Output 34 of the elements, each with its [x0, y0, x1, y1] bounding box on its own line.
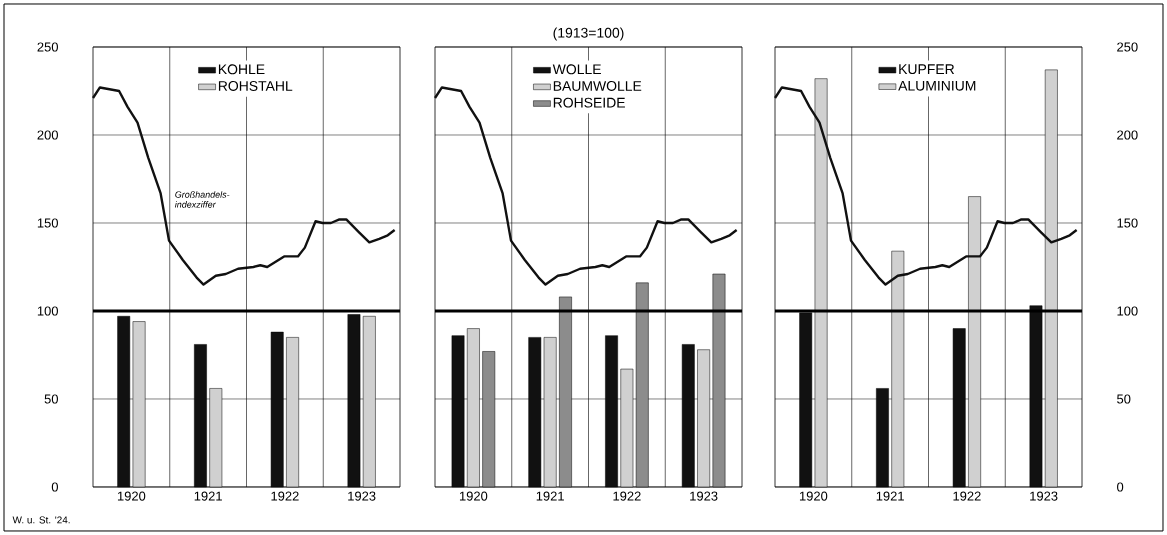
annotation: Großhandels-indexziffer — [174, 191, 230, 208]
chart-title: (1913=100) — [553, 27, 624, 41]
y-tick-label: 250 — [1117, 42, 1138, 52]
y-tick-label: 100 — [1117, 306, 1138, 316]
x-tick-label: 1920 — [799, 491, 828, 501]
y-tick-label: 0 — [1117, 482, 1124, 492]
legend-label: ROHSTAHL — [218, 81, 293, 91]
x-tick-label: 1921 — [536, 491, 564, 501]
x-tick-label: 1920 — [459, 491, 488, 501]
legend-label: KUPFER — [899, 64, 955, 75]
legend-label: ROHSEIDE — [553, 97, 625, 108]
x-tick-label: 1921 — [876, 491, 904, 501]
y-tick-label: 200 — [37, 130, 58, 140]
y-tick-label: 250 — [37, 42, 58, 52]
y-tick-label: 50 — [1117, 394, 1131, 404]
y-tick-label: 200 — [1117, 130, 1138, 140]
x-tick-label: 1923 — [1030, 491, 1058, 501]
x-tick-label: 1923 — [690, 491, 718, 501]
y-tick-label: 100 — [37, 306, 58, 316]
legend-label: WOLLE — [552, 64, 601, 75]
x-tick-label: 1922 — [613, 491, 641, 501]
y-tick-label: 150 — [37, 218, 58, 228]
y-tick-label: 150 — [1117, 218, 1138, 228]
x-tick-label: 1922 — [271, 491, 299, 501]
x-tick-label: 1920 — [117, 491, 146, 501]
y-tick-label: 50 — [44, 394, 58, 404]
text: W. u. St. '24. — [12, 516, 70, 524]
y-tick-label: 0 — [51, 482, 58, 492]
x-tick-label: 1921 — [194, 491, 222, 501]
x-tick-label: 1923 — [348, 491, 376, 501]
legend-label: ALUMINIUM — [898, 80, 976, 91]
legend-label: KOHLE — [218, 64, 265, 75]
x-tick-label: 1922 — [953, 491, 981, 501]
legend-label: BAUMWOLLE — [553, 81, 642, 91]
